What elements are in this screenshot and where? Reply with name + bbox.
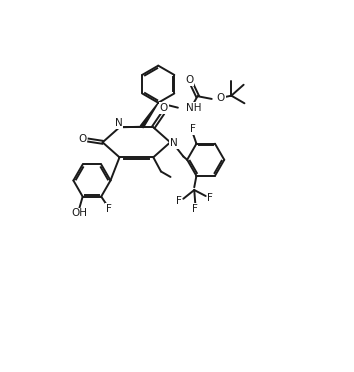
Text: O: O xyxy=(217,93,225,103)
Text: F: F xyxy=(106,204,112,214)
Text: OH: OH xyxy=(72,208,87,218)
Text: O: O xyxy=(160,103,168,113)
Text: NH: NH xyxy=(185,103,201,113)
Text: F: F xyxy=(207,193,213,203)
Text: F: F xyxy=(193,204,198,214)
Text: O: O xyxy=(185,75,194,85)
Text: N: N xyxy=(115,118,122,128)
Text: F: F xyxy=(190,124,196,134)
Polygon shape xyxy=(141,103,158,128)
Text: O: O xyxy=(78,134,86,144)
Text: N: N xyxy=(170,138,178,148)
Text: F: F xyxy=(176,196,182,206)
